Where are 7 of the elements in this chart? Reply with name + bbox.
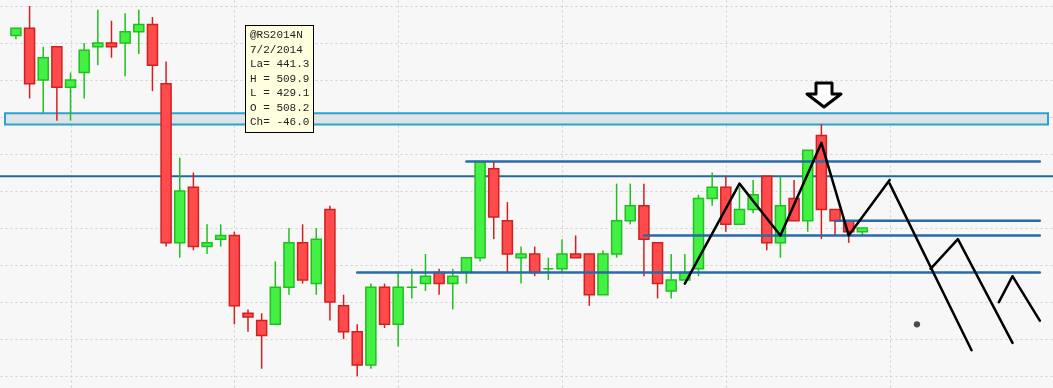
annotation: L = 429.1: [250, 86, 310, 101]
annotation: 7/2/2014: [250, 42, 304, 57]
annotation: Ch= -46.0: [250, 115, 310, 130]
annotation: O = 508.2: [250, 100, 310, 115]
annotation: @RS2014N: [250, 28, 304, 43]
annotation: H = 509.9: [250, 71, 310, 86]
annotation: La= 441.3: [250, 57, 310, 72]
